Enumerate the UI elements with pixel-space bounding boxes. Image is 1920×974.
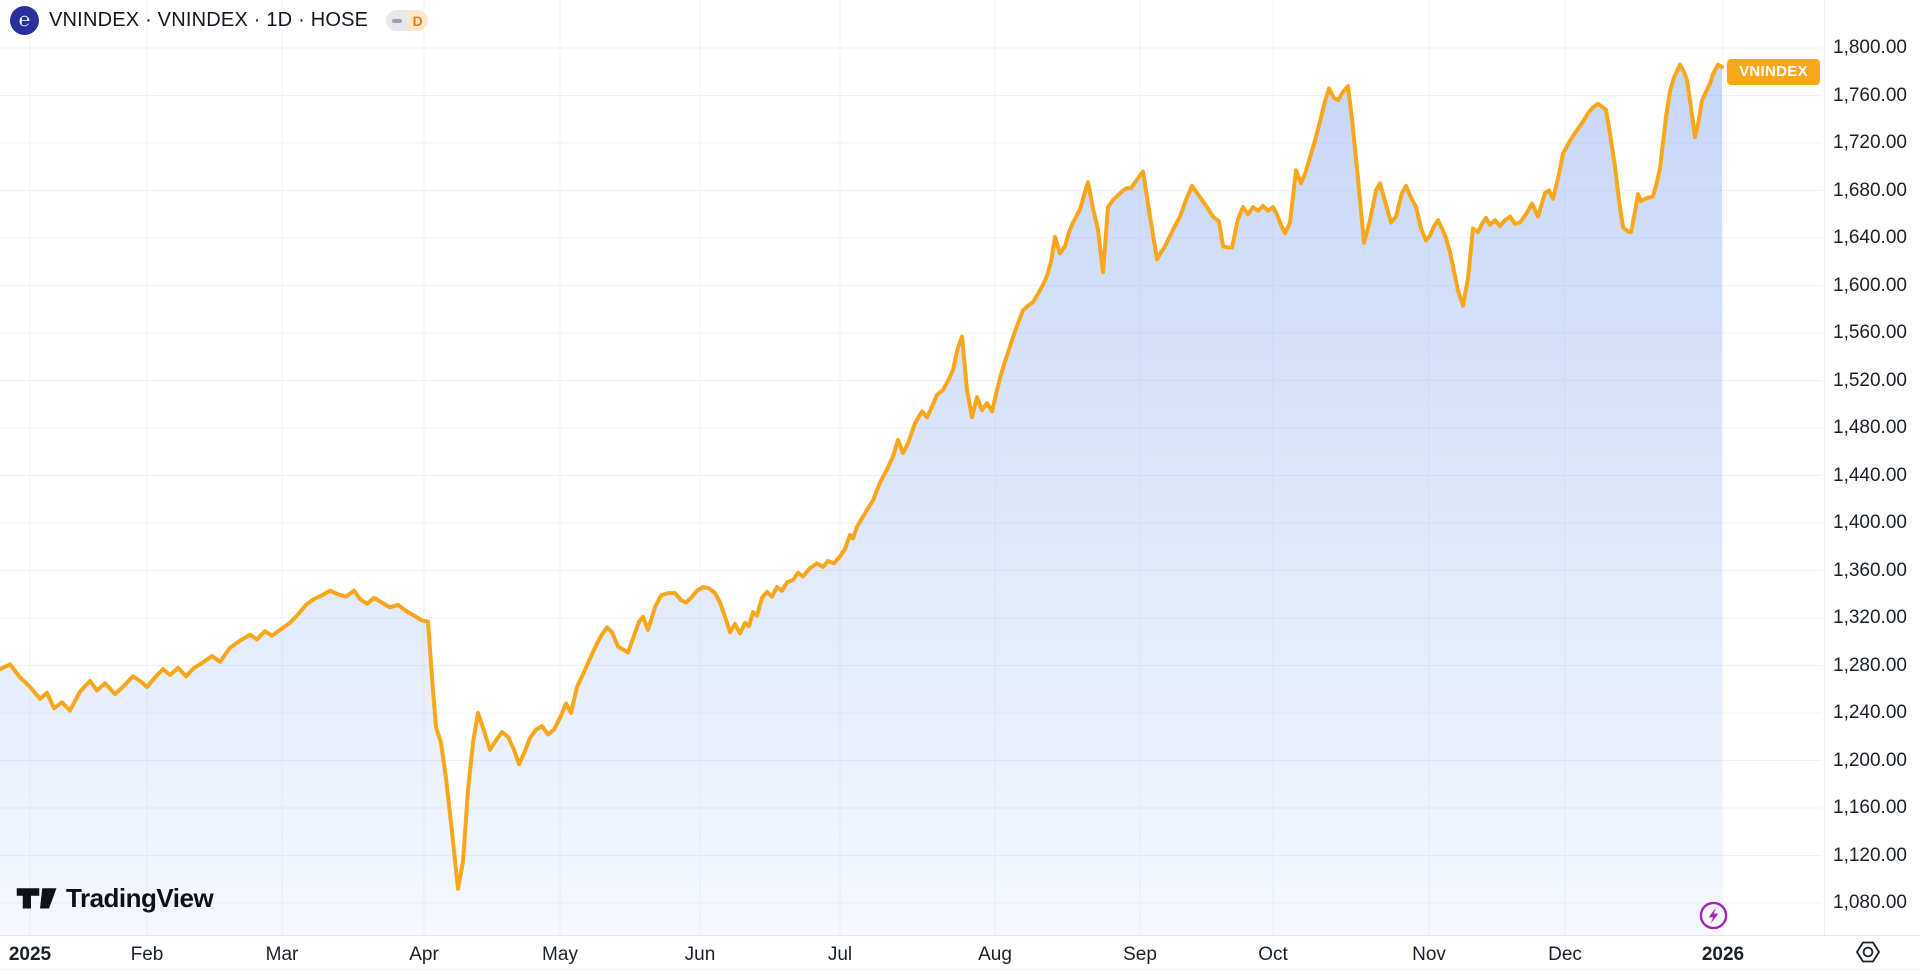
bottom-border	[0, 969, 1920, 970]
price-axis-label[interactable]: 1,640.00	[1833, 227, 1907, 248]
price-axis-label[interactable]: 1,160.00	[1833, 797, 1907, 818]
time-axis-label[interactable]: Jul	[827, 944, 853, 965]
price-axis-label[interactable]: 1,560.00	[1833, 322, 1907, 343]
collapse-button[interactable]	[386, 10, 408, 31]
price-axis-label[interactable]: 1,680.00	[1833, 179, 1907, 201]
price-axis-label[interactable]: 1,400.00	[1833, 512, 1907, 533]
price-axis-separator	[1824, 0, 1825, 935]
time-axis-label[interactable]: Feb	[130, 944, 164, 965]
time-axis-label[interactable]: 2026	[1701, 944, 1745, 965]
price-axis-label[interactable]: 1,480.00	[1833, 417, 1907, 438]
price-axis-label[interactable]: 1,520.00	[1833, 369, 1907, 391]
time-axis-separator	[0, 935, 1920, 936]
price-axis-label[interactable]: 1,320.00	[1833, 607, 1907, 628]
time-axis-label[interactable]: Apr	[409, 944, 439, 965]
symbol-logo-icon: ℮	[10, 6, 39, 35]
minus-icon	[391, 18, 402, 23]
time-axis-label[interactable]: Sep	[1123, 944, 1157, 965]
price-axis-label[interactable]: 1,200.00	[1833, 749, 1907, 771]
tradingview-mark-icon	[16, 888, 57, 909]
price-line-series	[0, 62, 1724, 891]
price-axis-label[interactable]: 1,760.00	[1833, 84, 1907, 106]
interval-badge[interactable]: D	[407, 10, 429, 31]
instant-data-button[interactable]	[1699, 901, 1728, 930]
area-fill	[0, 64, 1722, 936]
time-axis-label[interactable]: Dec	[1548, 944, 1582, 965]
price-axis-label[interactable]: 1,600.00	[1833, 274, 1907, 296]
tradingview-wordmark: TradingView	[66, 882, 214, 913]
time-axis-label[interactable]: Aug	[978, 944, 1012, 965]
time-axis-label[interactable]: 2025	[8, 944, 52, 965]
tradingview-logo[interactable]: TradingView	[16, 882, 214, 914]
price-axis-label[interactable]: 1,800.00	[1833, 37, 1907, 58]
axis-settings-button[interactable]	[1854, 939, 1882, 965]
price-axis-label[interactable]: 1,360.00	[1833, 559, 1907, 581]
time-axis-label[interactable]: Jun	[684, 944, 716, 965]
header-controls: D	[386, 10, 429, 31]
time-axis-label[interactable]: May	[542, 944, 578, 965]
price-axis-label[interactable]: 1,080.00	[1833, 892, 1907, 913]
time-axis-label[interactable]: Mar	[265, 944, 299, 965]
price-axis-label[interactable]: 1,720.00	[1833, 132, 1907, 153]
series-price-label: VNINDEX	[1727, 58, 1820, 85]
time-axis-label[interactable]: Oct	[1258, 944, 1288, 965]
lightning-icon	[1699, 901, 1728, 930]
price-axis-label[interactable]: 1,120.00	[1833, 844, 1907, 866]
price-axis-label[interactable]: 1,240.00	[1833, 702, 1907, 723]
chart-header: ℮ VNINDEX · VNINDEX · 1D · HOSE D	[10, 6, 429, 35]
gear-icon	[1856, 941, 1880, 963]
price-axis-label[interactable]: 1,280.00	[1833, 654, 1907, 676]
price-axis-label[interactable]: 1,440.00	[1833, 464, 1907, 486]
symbol-title[interactable]: VNINDEX · VNINDEX · 1D · HOSE	[49, 9, 369, 31]
time-axis-label[interactable]: Nov	[1412, 944, 1446, 965]
